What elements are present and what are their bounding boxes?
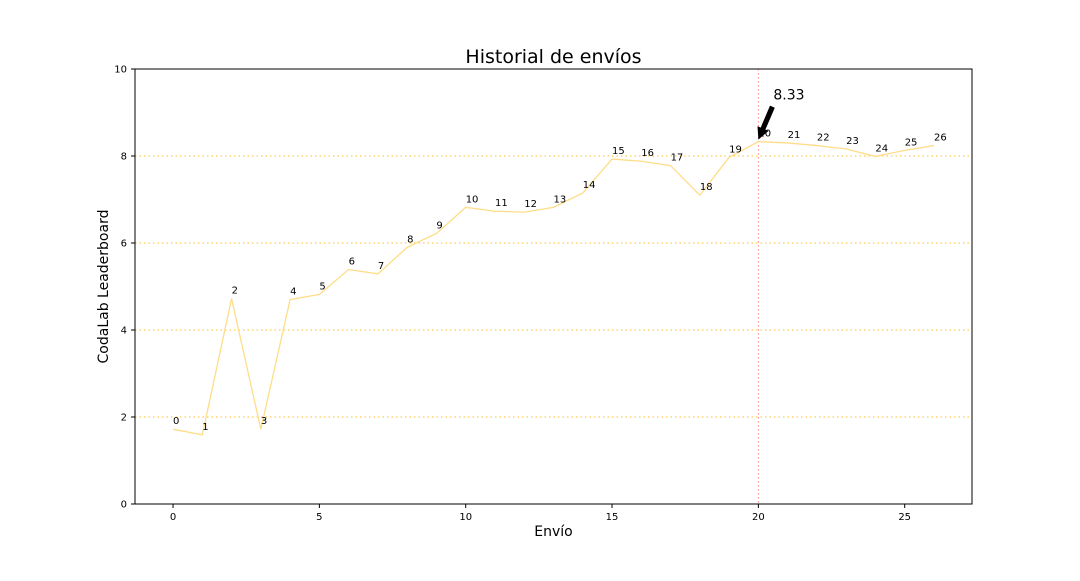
y-tick-label: 6 (121, 239, 127, 250)
point-label: 16 (641, 148, 654, 159)
y-tick-label: 2 (121, 413, 127, 424)
grid-layer (135, 155, 972, 418)
point-label: 19 (729, 144, 742, 155)
x-tick-label: 25 (898, 512, 911, 523)
point-label: 11 (495, 198, 508, 209)
point-label: 4 (290, 287, 296, 298)
point-label: 9 (436, 220, 442, 231)
point-label: 15 (612, 146, 625, 157)
point-label: 5 (319, 281, 325, 292)
x-tick-label: 5 (316, 512, 322, 523)
x-tick-label: 20 (752, 512, 765, 523)
annotation: 8.33 (757, 88, 805, 140)
plot-frame (134, 68, 973, 505)
point-label: 7 (378, 261, 384, 272)
x-tick-label: 15 (606, 512, 619, 523)
point-label: 6 (349, 257, 355, 268)
point-label: 14 (583, 180, 596, 191)
x-tick-label: 10 (459, 512, 472, 523)
point-label: 21 (788, 130, 801, 141)
y-tick-label: 4 (121, 326, 127, 337)
annotation-arrow-icon (757, 105, 775, 140)
point-label: 12 (524, 199, 537, 210)
y-tick-label: 8 (121, 152, 127, 163)
y-tick-label: 10 (114, 65, 127, 76)
series-line (172, 140, 935, 436)
point-label: 0 (173, 416, 179, 427)
point-label: 18 (700, 182, 713, 193)
x-axis-label: Envío (534, 524, 572, 540)
point-label: 3 (261, 416, 267, 427)
point-label: 13 (554, 194, 567, 205)
annotation-text: 8.33 (773, 88, 804, 104)
point-label: 8 (407, 234, 413, 245)
point-label: 25 (905, 137, 918, 148)
chart-title: Historial de envíos (465, 46, 641, 68)
point-label: 1 (202, 422, 208, 433)
y-tick-label: 0 (121, 500, 127, 511)
point-label: 10 (466, 194, 479, 205)
point-label: 26 (934, 133, 947, 144)
x-tick-label: 0 (170, 512, 176, 523)
y-axis-label: CodaLab Leaderboard (96, 210, 112, 364)
point-label: 17 (671, 153, 684, 164)
point-label: 24 (875, 143, 888, 154)
point-labels: 0123456789101112131415161718192021222324… (173, 129, 947, 433)
point-label: 23 (846, 136, 859, 147)
point-label: 22 (817, 133, 830, 144)
point-label: 2 (232, 286, 238, 297)
